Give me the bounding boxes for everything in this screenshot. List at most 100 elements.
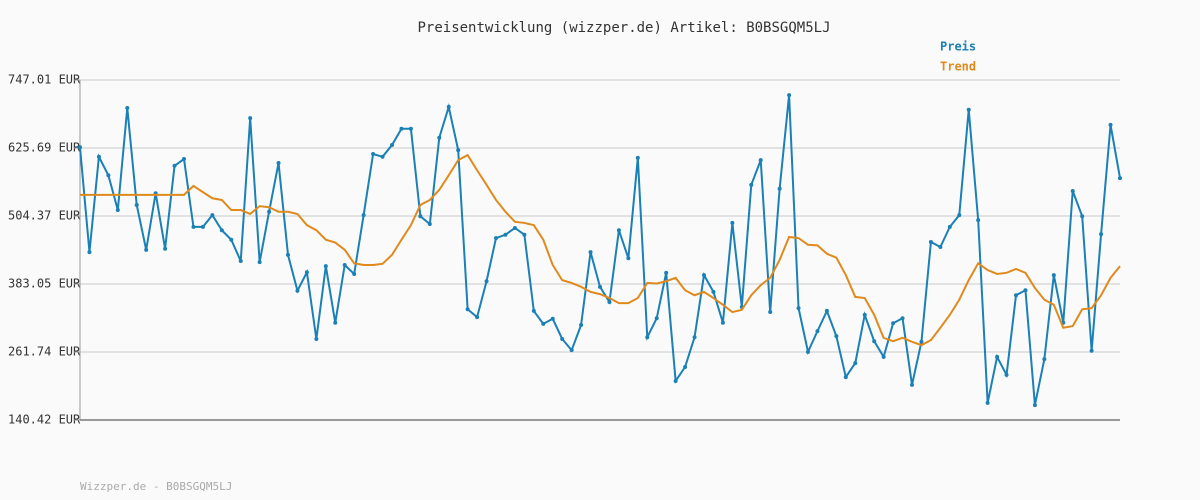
point — [607, 299, 612, 304]
chart-title: Preisentwicklung (wizzper.de) Artikel: B… — [417, 20, 830, 36]
point — [342, 262, 347, 267]
point — [702, 273, 706, 278]
point — [1004, 372, 1009, 377]
point — [323, 264, 328, 269]
point — [172, 163, 177, 168]
point — [134, 202, 139, 207]
point — [579, 322, 584, 327]
point — [96, 154, 101, 159]
point — [758, 158, 763, 163]
point — [645, 335, 650, 340]
point — [371, 151, 376, 156]
point — [1014, 293, 1018, 298]
y-tick-label: 504.37 EUR — [8, 209, 81, 223]
point — [352, 271, 357, 276]
point — [626, 256, 631, 261]
line-0 — [79, 95, 1121, 406]
point — [257, 260, 262, 265]
point — [588, 250, 593, 255]
point — [437, 135, 442, 140]
point — [408, 126, 413, 131]
point — [248, 116, 253, 121]
line-1 — [80, 153, 1121, 347]
point — [87, 250, 92, 255]
point — [919, 339, 924, 344]
point — [720, 320, 725, 325]
point — [966, 107, 971, 112]
point — [522, 232, 527, 237]
point — [512, 225, 517, 230]
footer: Wizzper.de - B0BSGQM5LJ — [80, 480, 232, 493]
point — [1051, 273, 1056, 278]
point — [891, 321, 896, 326]
point — [853, 361, 858, 366]
legend-entry: Trend — [940, 60, 976, 74]
point — [163, 246, 168, 251]
point — [238, 259, 243, 264]
point — [144, 247, 149, 252]
point — [229, 237, 234, 242]
point — [550, 316, 555, 321]
point — [815, 329, 820, 334]
point — [304, 270, 309, 275]
point — [730, 220, 735, 225]
point — [673, 378, 678, 383]
point — [219, 228, 224, 233]
point — [314, 336, 319, 341]
point — [928, 239, 933, 244]
point — [1089, 348, 1094, 353]
point — [664, 270, 669, 275]
point — [1070, 188, 1075, 193]
point — [446, 104, 451, 109]
point — [834, 334, 839, 339]
point — [531, 308, 536, 313]
point — [361, 213, 366, 218]
point — [115, 208, 120, 213]
point — [824, 308, 829, 313]
point — [475, 315, 480, 320]
point — [796, 306, 801, 311]
point — [1108, 122, 1113, 127]
legend-entry: Preis — [940, 40, 976, 54]
point — [872, 339, 877, 344]
point — [569, 348, 574, 353]
point — [333, 320, 338, 325]
point — [125, 106, 130, 111]
point — [843, 375, 848, 380]
point — [976, 218, 981, 223]
point — [957, 213, 962, 218]
point — [1032, 403, 1037, 408]
point — [267, 209, 272, 214]
point — [106, 173, 111, 178]
point — [494, 236, 498, 241]
point — [418, 214, 423, 219]
y-tick-label: 261.74 EUR — [8, 344, 81, 358]
point — [484, 279, 489, 284]
point — [560, 336, 565, 341]
point — [210, 213, 215, 218]
point — [995, 354, 1000, 359]
y-tick-label: 140.42 EUR — [8, 413, 81, 427]
point — [768, 310, 773, 315]
point — [276, 160, 281, 165]
y-tick-label: 747.01 EUR — [8, 73, 81, 87]
point — [1099, 232, 1104, 237]
point — [380, 154, 385, 159]
point — [777, 186, 782, 191]
point — [711, 289, 716, 294]
point — [541, 321, 546, 326]
point — [985, 400, 990, 405]
point — [399, 126, 404, 131]
point — [1080, 214, 1085, 219]
y-tick-label: 383.05 EUR — [8, 277, 81, 291]
y-tick-label: 625.69 EUR — [8, 141, 81, 155]
point — [1042, 357, 1047, 362]
point — [200, 224, 205, 229]
point — [692, 335, 697, 340]
point — [286, 252, 290, 257]
point — [456, 148, 461, 153]
point — [191, 224, 196, 229]
point — [78, 145, 82, 150]
point — [787, 93, 792, 98]
